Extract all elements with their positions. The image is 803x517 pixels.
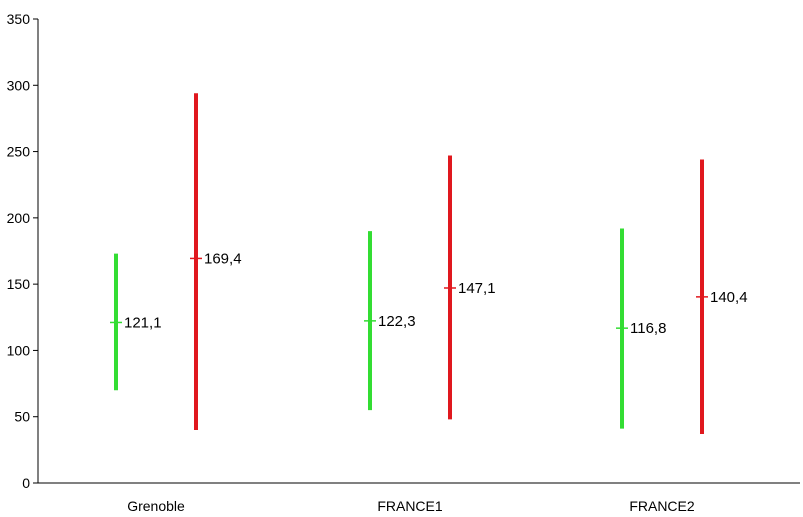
y-tick-label: 250 (7, 144, 31, 160)
x-category-label: FRANCE1 (377, 498, 443, 514)
x-category-label: FRANCE2 (629, 498, 695, 514)
y-tick-label: 350 (7, 11, 31, 27)
y-tick-label: 300 (7, 77, 31, 93)
x-axis-labels: Grenoble FRANCE1 FRANCE2 (127, 498, 695, 514)
data-label: 121,1 (124, 314, 162, 331)
data-label: 140,4 (710, 289, 748, 306)
data-label: 122,3 (378, 313, 416, 330)
data-label: 116,8 (630, 320, 666, 337)
y-tick-label: 150 (7, 276, 31, 292)
data-label: 169,4 (204, 250, 242, 267)
y-tick-label: 50 (14, 409, 30, 425)
y-axis-ticks: 0 50 100 150 200 250 300 350 (7, 11, 38, 491)
y-tick-label: 0 (22, 475, 30, 491)
y-tick-label: 100 (7, 342, 31, 358)
data-label: 147,1 (458, 280, 496, 297)
y-tick-label: 200 (7, 210, 31, 226)
x-category-label: Grenoble (127, 498, 185, 514)
range-marks: 121,1 122,3 116,8 169,4 147,1 140,4 (110, 93, 748, 434)
